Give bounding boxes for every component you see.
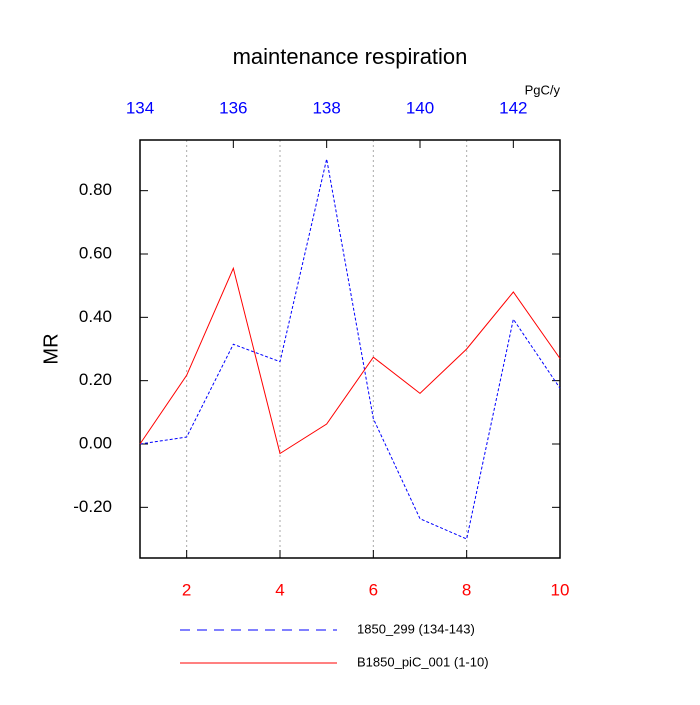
legend-label: B1850_piC_001 (1-10): [357, 654, 489, 669]
x2-tick-label: 140: [406, 98, 434, 117]
y-tick-label: 0.20: [79, 370, 112, 389]
units-label: PgC/y: [525, 82, 561, 97]
series-line: [139, 266, 561, 455]
x-tick-label: 6: [369, 580, 378, 599]
x-tick-label: 10: [551, 580, 570, 599]
x-tick-label: 2: [182, 580, 191, 599]
chart-title: maintenance respiration: [233, 44, 468, 69]
x2-tick-label: 142: [499, 98, 527, 117]
plot-frame: [139, 139, 561, 559]
series-line: [139, 158, 561, 540]
y-axis-label: MR: [40, 333, 62, 364]
x-tick-label: 8: [462, 580, 471, 599]
x2-tick-label: 134: [126, 98, 154, 117]
y-tick-label: -0.20: [73, 497, 112, 516]
y-tick-label: 0.00: [79, 433, 112, 452]
y-tick-label: 0.60: [79, 243, 112, 262]
x2-tick-label: 136: [219, 98, 247, 117]
x-tick-label: 4: [275, 580, 284, 599]
y-tick-label: 0.80: [79, 180, 112, 199]
legend-label: 1850_299 (134-143): [357, 621, 475, 636]
x2-tick-label: 138: [312, 98, 340, 117]
y-tick-label: 0.40: [79, 307, 112, 326]
